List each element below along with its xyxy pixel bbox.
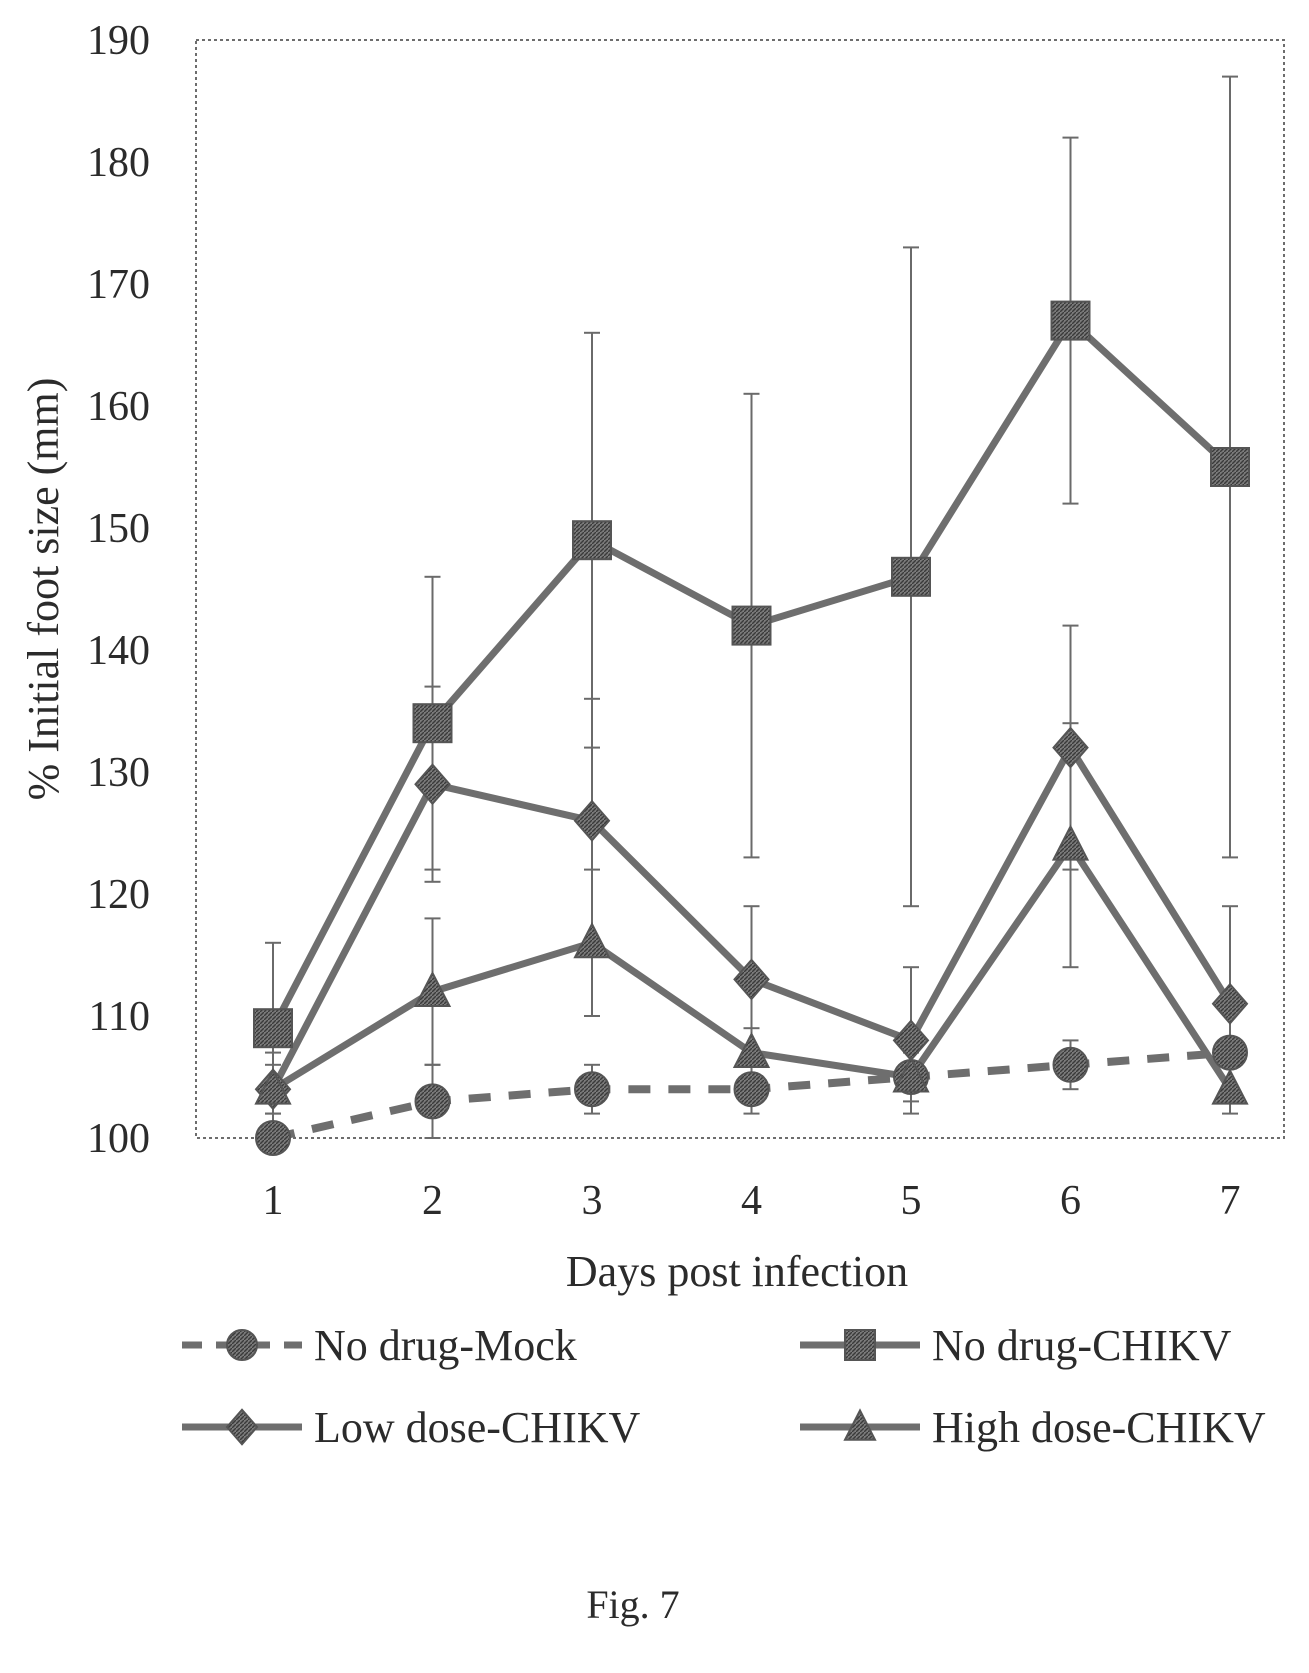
x-tick-label: 6 (1060, 1178, 1081, 1224)
x-tick-label: 7 (1220, 1178, 1241, 1224)
x-tick-label: 1 (263, 1178, 284, 1224)
data-point-no-drug-mock (574, 1071, 610, 1108)
y-tick-label: 150 (87, 506, 150, 552)
plot-frame (195, 39, 1285, 1139)
x-tick-label: 3 (582, 1178, 603, 1224)
y-tick-label: 190 (87, 18, 150, 64)
legend-marker (843, 1408, 877, 1441)
x-axis-tick-labels: 1 2 3 4 5 6 7 (263, 1178, 1241, 1224)
data-point-high-dose-chikv (732, 1031, 771, 1069)
data-point-high-dose-chikv (573, 921, 611, 959)
legend-label: No drug-Mock (314, 1321, 577, 1370)
data-point-no-drug-chikv (731, 605, 772, 646)
y-axis-title: % Initial foot size (mm) (19, 378, 68, 801)
data-point-no-drug-chikv (1050, 300, 1091, 341)
data-point-no-drug-mock (733, 1071, 770, 1108)
data-point-low-dose-chikv (1052, 726, 1089, 769)
y-tick-label: 140 (87, 628, 150, 674)
legend-label: No drug-CHIKV (932, 1321, 1232, 1370)
x-tick-label: 2 (422, 1178, 443, 1224)
y-tick-label: 130 (87, 750, 150, 796)
data-point-low-dose-chikv (414, 763, 451, 806)
data-point-low-dose-chikv (573, 799, 611, 842)
data-point-no-drug-chikv (891, 556, 931, 597)
y-tick-label: 160 (87, 384, 150, 430)
data-point-high-dose-chikv (1051, 824, 1090, 861)
data-point-high-dose-chikv (254, 1068, 292, 1105)
y-tick-label: 170 (87, 262, 150, 308)
y-tick-label: 180 (87, 140, 150, 186)
y-tick-label: 100 (87, 1116, 150, 1162)
data-point-high-dose-chikv (413, 970, 452, 1008)
legend-marker (844, 1329, 876, 1361)
legend-entry: No drug-CHIKV (800, 1321, 1232, 1370)
legend-label: Low dose-CHIKV (314, 1403, 641, 1452)
y-tick-label: 120 (87, 872, 150, 918)
data-point-no-drug-mock (414, 1083, 451, 1120)
x-tick-label: 4 (741, 1178, 762, 1224)
legend-marker (226, 1329, 258, 1361)
series-markers (253, 300, 1250, 1156)
data-point-no-drug-chikv (1210, 447, 1250, 487)
x-tick-label: 5 (901, 1178, 922, 1224)
data-point-low-dose-chikv (1211, 982, 1249, 1025)
data-point-high-dose-chikv (1211, 1068, 1249, 1105)
legend-entry: No drug-Mock (182, 1321, 577, 1370)
data-point-low-dose-chikv (733, 958, 770, 1001)
legend-entry: Low dose-CHIKV (182, 1403, 641, 1452)
data-point-high-dose-chikv (892, 1056, 930, 1093)
y-axis-tick-labels: 100 110 120 130 140 150 160 170 180 190 (87, 18, 150, 1162)
data-point-no-drug-mock (1052, 1046, 1089, 1083)
data-point-no-drug-mock (255, 1120, 291, 1156)
data-point-no-drug-chikv (572, 520, 612, 561)
data-point-no-drug-chikv (412, 703, 453, 744)
legend-marker (225, 1408, 259, 1446)
data-point-no-drug-chikv (253, 1008, 293, 1049)
legend-entry: High dose-CHIKV (800, 1403, 1266, 1452)
x-axis-title: Days post infection (566, 1247, 908, 1296)
figure-caption: Fig. 7 (586, 1582, 679, 1627)
data-point-no-drug-mock (1212, 1034, 1248, 1071)
legend-label: High dose-CHIKV (932, 1403, 1266, 1452)
legend: No drug-Mock No drug-CHIKV Low dose-CHIKV H… (182, 1321, 1266, 1452)
y-tick-label: 110 (89, 994, 150, 1040)
